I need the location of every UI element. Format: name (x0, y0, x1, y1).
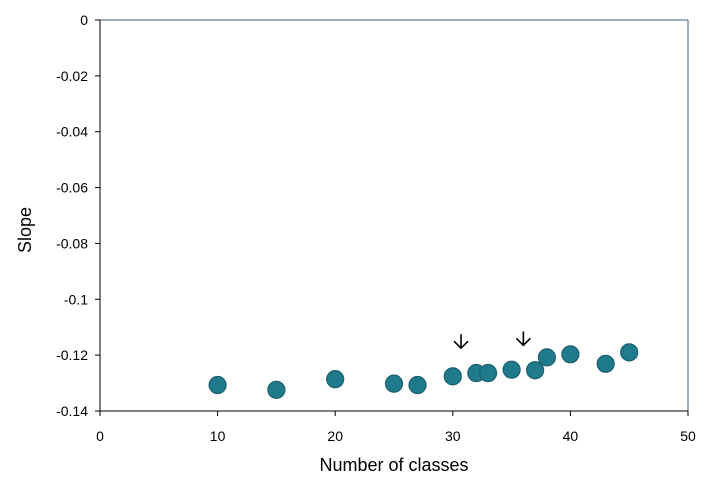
data-point (443, 367, 462, 386)
x-tick-label: 10 (210, 428, 226, 444)
y-tick-label: 0 (80, 12, 88, 28)
x-tick-label: 30 (445, 428, 461, 444)
x-tick-label: 50 (680, 428, 696, 444)
data-point (502, 360, 521, 379)
y-axis: 0 -0.02 -0.04 -0.06 -0.08 -0.1 -0.12 -0.14 (56, 12, 100, 419)
data-point (537, 348, 556, 367)
data-point (561, 345, 580, 364)
y-tick-label: -0.08 (56, 235, 88, 251)
down-arrow-icon (453, 334, 469, 350)
y-tick-label: -0.02 (56, 68, 88, 84)
y-tick-label: -0.14 (56, 403, 88, 419)
data-point (267, 380, 286, 399)
x-axis-title: Number of classes (319, 455, 468, 475)
data-point (326, 370, 345, 389)
data-point (526, 361, 545, 380)
y-axis-title: Slope (15, 207, 35, 253)
data-point (208, 375, 227, 395)
y-tick-label: -0.1 (64, 291, 88, 307)
data-point (596, 354, 615, 373)
data-point (620, 343, 639, 362)
annotation-arrows (453, 331, 531, 350)
x-tick-label: 40 (563, 428, 579, 444)
data-point (408, 375, 427, 395)
x-tick-label: 20 (327, 428, 343, 444)
x-tick-label: 0 (96, 428, 104, 444)
data-point (478, 363, 498, 383)
y-tick-label: -0.06 (56, 180, 88, 196)
y-tick-label: -0.04 (56, 124, 88, 140)
plot-area (99, 19, 689, 412)
data-point (384, 374, 404, 393)
x-axis: 0 10 20 30 40 50 (96, 411, 696, 444)
y-tick-label: -0.12 (56, 347, 88, 363)
data-series (208, 343, 639, 399)
down-arrow-icon (515, 331, 531, 347)
